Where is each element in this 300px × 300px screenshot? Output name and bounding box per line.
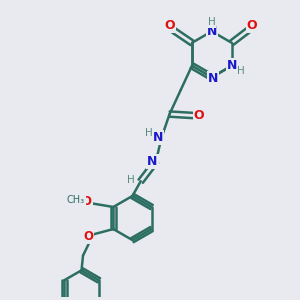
- Text: H: H: [208, 17, 216, 27]
- Text: H: H: [127, 175, 134, 185]
- Text: N: N: [153, 131, 163, 144]
- Text: methoxy: methoxy: [74, 199, 80, 200]
- Text: O: O: [247, 19, 257, 32]
- Text: O: O: [194, 109, 204, 122]
- Text: N: N: [208, 72, 218, 85]
- Text: N: N: [208, 72, 218, 85]
- Text: N: N: [226, 59, 237, 72]
- Text: N: N: [226, 59, 237, 72]
- Text: N: N: [207, 25, 217, 38]
- Text: N: N: [147, 155, 158, 168]
- Text: N: N: [153, 131, 163, 144]
- Text: O: O: [82, 195, 92, 208]
- Text: O: O: [247, 19, 257, 32]
- Text: N: N: [147, 155, 158, 168]
- Text: O: O: [82, 195, 92, 208]
- Text: O: O: [194, 109, 204, 122]
- Text: H: H: [237, 66, 245, 76]
- Text: H: H: [145, 128, 153, 138]
- Text: H: H: [208, 17, 216, 27]
- Text: N: N: [207, 25, 217, 38]
- Text: H: H: [237, 66, 245, 76]
- Text: O: O: [164, 19, 175, 32]
- Text: CH₃: CH₃: [67, 195, 85, 205]
- Text: O: O: [83, 230, 93, 243]
- Text: H: H: [145, 128, 153, 138]
- Text: O: O: [83, 230, 93, 243]
- Text: H: H: [127, 175, 134, 185]
- Text: O: O: [164, 19, 175, 32]
- Text: CH₃: CH₃: [67, 195, 85, 205]
